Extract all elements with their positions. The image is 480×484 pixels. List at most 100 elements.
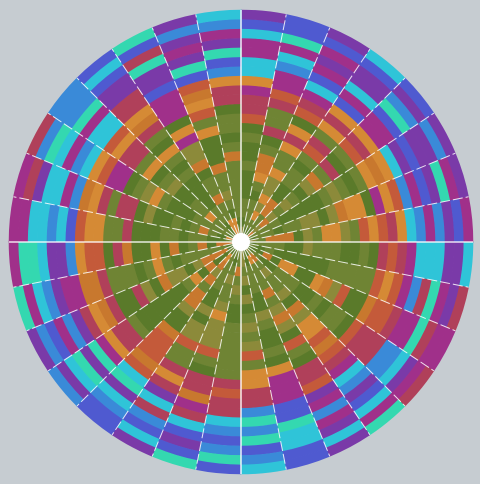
heatmap-cell (329, 242, 342, 262)
heatmap-cell (141, 157, 164, 182)
heatmap-cell (78, 344, 111, 380)
heatmap-cell (79, 103, 111, 140)
heatmap-cell (376, 242, 389, 272)
heatmap-cell (156, 319, 181, 342)
heatmap-cell (142, 203, 158, 225)
heatmap-cell (102, 214, 116, 242)
heatmap-cell (63, 90, 98, 129)
heatmap-cell (402, 276, 423, 314)
heatmap-cell (330, 222, 342, 243)
heatmap-cell (240, 349, 265, 362)
heatmap-cell (240, 331, 261, 343)
heatmap-cell (385, 178, 405, 212)
heatmap-cell (251, 250, 262, 260)
sector-divider (47, 112, 235, 238)
heatmap-cell (417, 323, 447, 367)
heatmap-cell (256, 237, 267, 243)
heatmap-cell (365, 111, 396, 145)
heatmap-cell (46, 241, 60, 280)
heatmap-cell (169, 122, 196, 144)
sector-divider (13, 196, 234, 241)
heatmap-cell (168, 241, 180, 257)
heatmap-cell (342, 196, 359, 221)
heatmap-cell (269, 378, 302, 397)
heatmap-cell (446, 153, 469, 200)
heatmap-cell (240, 423, 279, 437)
heatmap-cell (189, 181, 207, 198)
heatmap-cell (138, 70, 175, 97)
sector-divider (26, 152, 234, 240)
heatmap-cell (110, 87, 144, 118)
heatmap-cell (136, 339, 165, 365)
heatmap-cell (322, 346, 352, 373)
heatmap-cell (47, 365, 84, 407)
heatmap-cell (149, 325, 175, 350)
heatmap-cell (311, 242, 323, 259)
heatmap-cell (59, 275, 79, 313)
sector-divider (248, 244, 456, 332)
heatmap-cell (241, 37, 282, 52)
heatmap-cell (333, 261, 349, 285)
heatmap-cell (343, 372, 379, 405)
heatmap-cell (188, 106, 217, 124)
heatmap-cell (246, 254, 255, 266)
heatmap-cell (311, 62, 350, 89)
heatmap-cell (368, 268, 386, 299)
heatmap-cell (328, 103, 359, 132)
heatmap-cell (347, 165, 369, 194)
heatmap-cell (121, 287, 143, 314)
sector-divider (76, 247, 236, 407)
heatmap-cell (111, 426, 156, 457)
heatmap-cell (275, 149, 298, 167)
heatmap-cell (280, 430, 323, 452)
heatmap-cell (402, 316, 430, 356)
heatmap-cell (325, 150, 349, 177)
heatmap-cell (221, 330, 241, 343)
heatmap-cell (22, 156, 45, 201)
heatmap-cell (385, 211, 398, 243)
heatmap-cell (96, 72, 134, 105)
heatmap-cell (241, 103, 269, 117)
heatmap-cell (223, 221, 233, 232)
heatmap-cell (317, 119, 346, 145)
heatmap-cell (180, 87, 213, 106)
heatmap-cell (440, 200, 455, 243)
heatmap-cell (200, 175, 218, 191)
heatmap-cell (240, 414, 278, 428)
heatmap-cell (394, 174, 414, 211)
heatmap-cell (333, 95, 366, 125)
heatmap-cell (87, 301, 111, 335)
heatmap-cell (241, 216, 246, 227)
heatmap-cell (102, 328, 131, 360)
heatmap-cell (300, 88, 334, 112)
heatmap-cell (165, 177, 184, 197)
heatmap-cell (275, 317, 297, 335)
heatmap-cell (223, 150, 242, 163)
heatmap-cell (258, 325, 280, 341)
heatmap-cell (202, 143, 224, 159)
heatmap-cell (210, 85, 242, 98)
heatmap-cell (222, 321, 241, 334)
heatmap-cell (65, 241, 79, 277)
heatmap-cell (140, 241, 152, 262)
heatmap-cell (195, 460, 241, 475)
heatmap-cell (386, 309, 413, 346)
heatmap-cell (254, 259, 266, 271)
heatmap-cell (357, 216, 370, 243)
heatmap-cell (121, 241, 134, 266)
heatmap-cell (104, 159, 127, 190)
heatmap-cell (163, 348, 192, 370)
heatmap-cell (130, 111, 160, 138)
heatmap-cell (217, 122, 242, 135)
heatmap-cell (191, 115, 219, 133)
heatmap-cell (143, 79, 178, 104)
heatmap-cell (132, 395, 171, 422)
heatmap-cell (227, 218, 236, 230)
heatmap-cell (343, 80, 380, 112)
heatmap-cell (50, 166, 71, 206)
sector-divider (246, 77, 406, 237)
heatmap-cell (347, 291, 369, 320)
heatmap-cell (188, 197, 204, 213)
heatmap-cell (275, 60, 313, 81)
heatmap-cell (292, 265, 308, 283)
